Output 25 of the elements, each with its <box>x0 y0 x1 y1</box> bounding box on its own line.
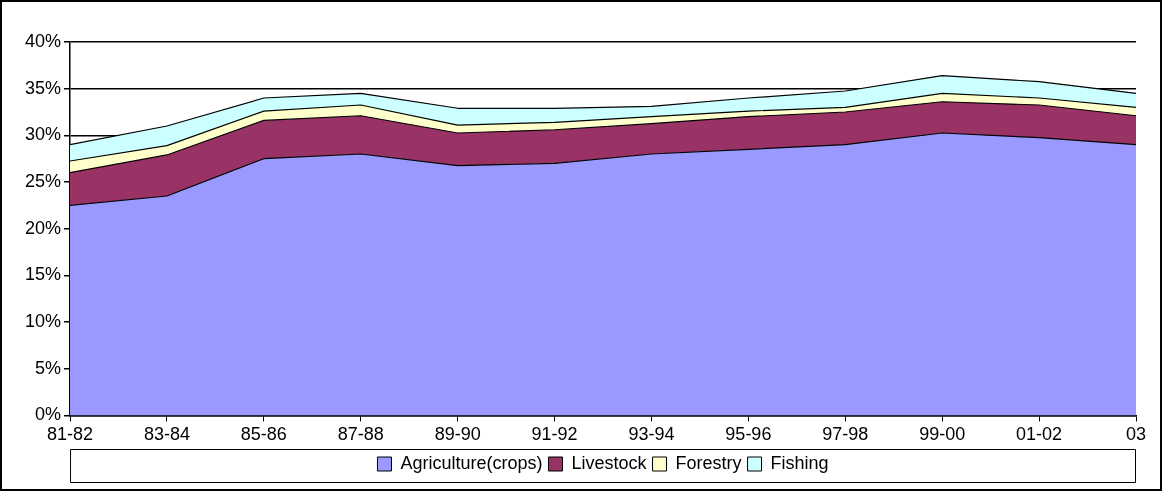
x-tick-label: 81-82 <box>47 424 94 445</box>
x-tick-label: 01-02 <box>1016 424 1063 445</box>
legend-label: Agriculture(crops) <box>400 452 543 473</box>
x-tick-label: 87-88 <box>337 424 384 445</box>
y-tick-label: 25% <box>25 170 62 191</box>
y-tick-label: 10% <box>25 311 62 332</box>
x-tick-label: 85-86 <box>240 424 287 445</box>
y-tick-label: 5% <box>35 357 62 378</box>
y-tick-label: 20% <box>25 217 62 238</box>
legend-label: Fishing <box>770 452 829 473</box>
x-tick-label: 99-00 <box>919 424 966 445</box>
legend-label: Livestock <box>571 452 648 473</box>
x-tick-label: 03 <box>1125 424 1147 445</box>
x-tick-label: 95-96 <box>725 424 772 445</box>
x-tick-label: 91-92 <box>531 424 578 445</box>
y-tick-label: 40% <box>25 30 62 51</box>
legend-label: Forestry <box>675 452 742 473</box>
y-tick-label: 15% <box>25 264 62 285</box>
y-tick-label: 0% <box>35 404 62 425</box>
y-tick-label: 30% <box>25 124 62 145</box>
x-tick-label: 97-98 <box>822 424 869 445</box>
x-tick-label: 83-84 <box>143 424 190 445</box>
y-tick-label: 35% <box>25 77 62 98</box>
x-tick-label: 89-90 <box>434 424 481 445</box>
x-tick-label: 93-94 <box>628 424 675 445</box>
